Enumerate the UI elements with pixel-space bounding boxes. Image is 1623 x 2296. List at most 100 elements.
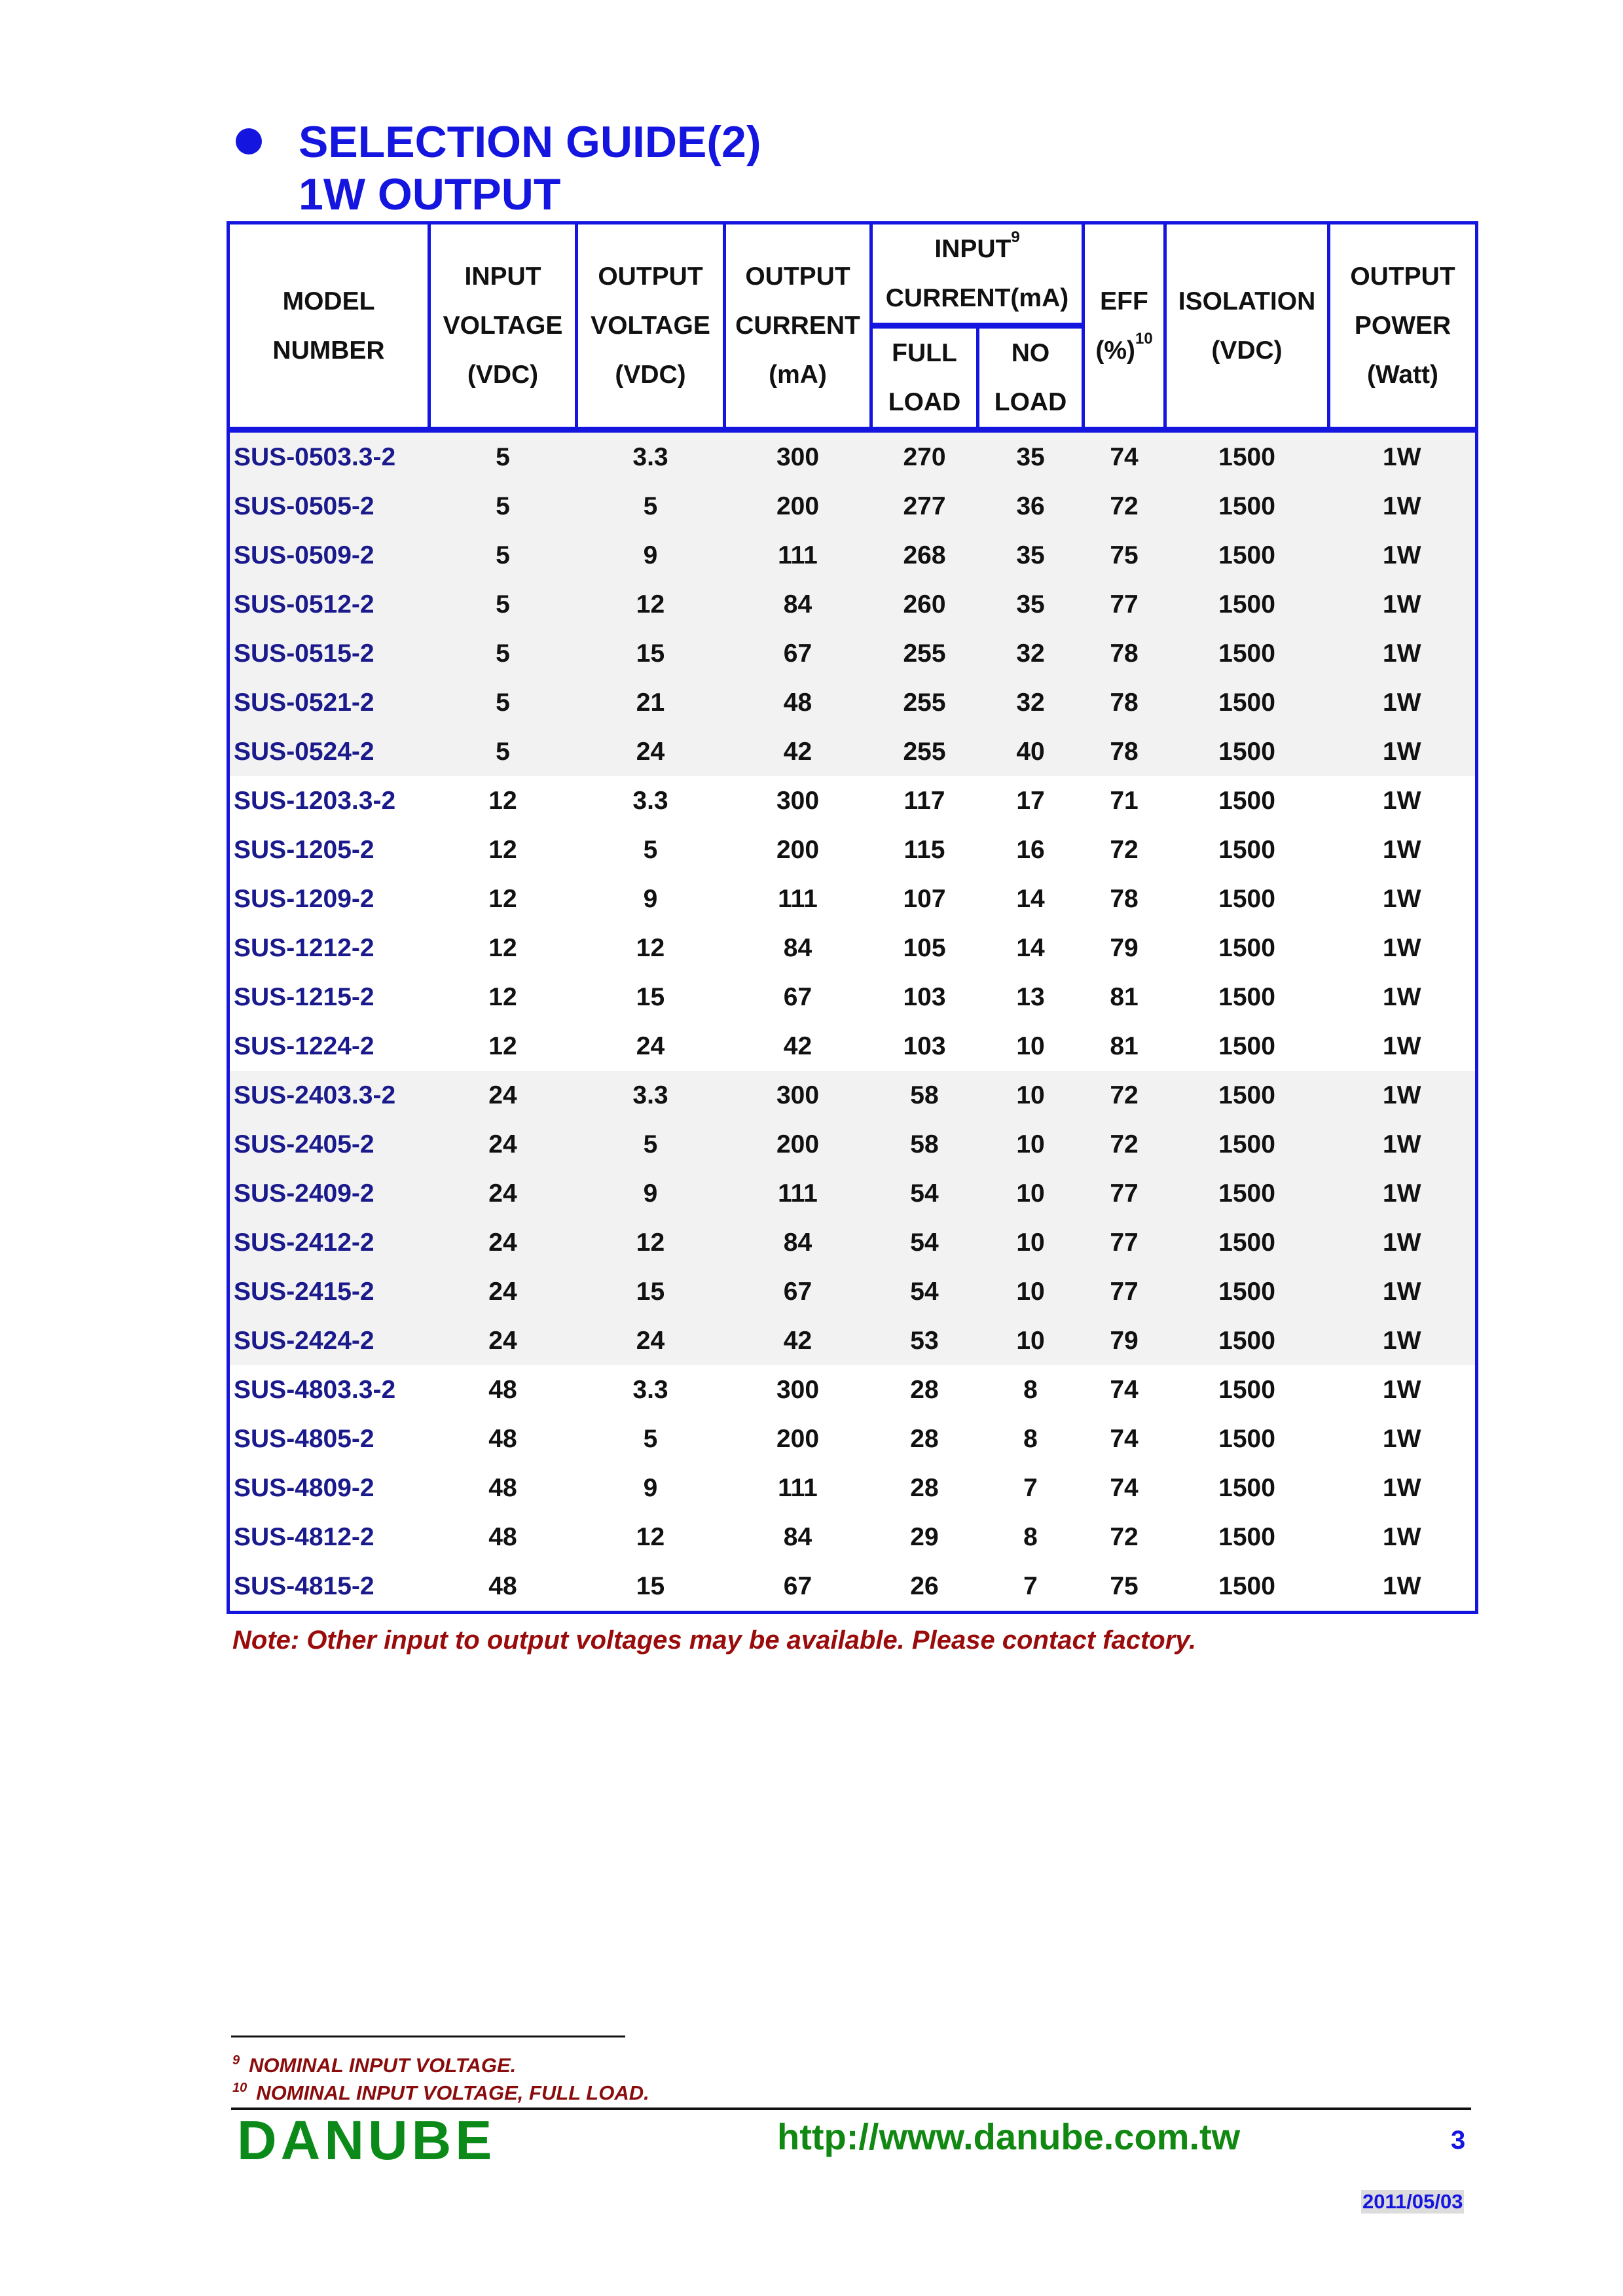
cell-input-current-full-load: 54: [871, 1218, 978, 1267]
table-row: SUS-0505-2 5 5 200 277 36 72 1500 1W: [228, 482, 1477, 531]
cell-output-voltage: 24: [576, 727, 725, 776]
cell-input-voltage: 48: [488, 1474, 517, 1502]
table-row: SUS-2415-2 24 15 67 54 10 77 1500 1W: [228, 1267, 1477, 1316]
cell-isolation: 1500: [1165, 429, 1329, 482]
cell-output-voltage: 12: [576, 1218, 725, 1267]
cell-model-number: SUS-1209-2: [234, 885, 374, 913]
cell-input-voltage: 12: [488, 836, 517, 864]
cell-output-voltage: 15: [636, 1572, 665, 1600]
table-row: SUS-4805-2 48 5 200 28 8 74 1500 1W: [228, 1414, 1477, 1463]
cell-input-voltage: 12: [488, 934, 517, 962]
cell-output-current: 67: [724, 1267, 871, 1316]
danube-logo: DANUBE: [237, 2109, 496, 2171]
table-row: SUS-0524-2 5 24 42 255 40 78 1500 1W: [228, 727, 1477, 776]
cell-isolation: 1500: [1218, 934, 1275, 962]
availability-note: Note: Other input to output voltages may…: [232, 1626, 1197, 1655]
cell-input-current-full-load: 105: [903, 934, 946, 962]
table-row: SUS-4815-2 48 15 67 26 7 75 1500 1W: [228, 1562, 1477, 1613]
cell-output-power: 1W: [1328, 482, 1477, 531]
cell-model-number: SUS-0503.3-2: [228, 429, 429, 482]
section-title: SELECTION GUIDE(2): [299, 117, 761, 167]
cell-output-voltage: 15: [636, 983, 665, 1011]
cell-efficiency: 78: [1083, 727, 1165, 776]
header-isolation: ISOLATION (VDC): [1163, 221, 1331, 431]
cell-isolation: 1500: [1165, 1218, 1329, 1267]
cell-input-current-full-load: 107: [903, 885, 946, 913]
cell-efficiency: 75: [1083, 531, 1165, 580]
cell-output-current: 84: [783, 1523, 812, 1551]
cell-isolation: 1500: [1218, 1474, 1275, 1502]
cell-model-number: SUS-4805-2: [234, 1425, 374, 1453]
header-input-current: INPUT9 CURRENT(mA): [869, 221, 1085, 329]
cell-efficiency: 81: [1110, 983, 1139, 1011]
cell-input-current-full-load: 28: [910, 1425, 939, 1453]
cell-output-current: 42: [724, 727, 871, 776]
cell-output-current: 300: [724, 1071, 871, 1120]
cell-input-current-no-load: 10: [977, 1267, 1084, 1316]
cell-input-current-full-load: 260: [871, 580, 978, 629]
table-row: SUS-1224-2 12 24 42 103 10 81 1500 1W: [228, 1022, 1477, 1071]
cell-output-current: 111: [778, 885, 818, 913]
cell-efficiency: 79: [1083, 1316, 1165, 1365]
cell-output-voltage: 3.3: [632, 1376, 668, 1404]
cell-output-current: 200: [724, 1120, 871, 1169]
table-row: SUS-0512-2 5 12 84 260 35 77 1500 1W: [228, 580, 1477, 629]
website-link[interactable]: http://www.danube.com.tw: [777, 2116, 1241, 2157]
table-row: SUS-1215-2 12 15 67 103 13 81 1500 1W: [228, 973, 1477, 1022]
cell-output-current: 300: [776, 1376, 820, 1404]
table-row: SUS-4803.3-2 48 3.3 300 28 8 74 1500 1W: [228, 1365, 1477, 1414]
cell-efficiency: 74: [1110, 1425, 1139, 1453]
cell-model-number: SUS-4809-2: [234, 1474, 374, 1502]
cell-model-number: SUS-0509-2: [228, 531, 429, 580]
cell-input-current-full-load: 29: [910, 1523, 939, 1551]
cell-input-current-full-load: 255: [871, 727, 978, 776]
cell-input-current-full-load: 115: [903, 836, 945, 864]
cell-efficiency: 72: [1110, 836, 1139, 864]
cell-input-current-full-load: 277: [871, 482, 978, 531]
cell-model-number: SUS-2424-2: [228, 1316, 429, 1365]
cell-input-current-full-load: 58: [871, 1071, 978, 1120]
cell-input-voltage: 24: [429, 1169, 577, 1218]
cell-output-power: 1W: [1328, 727, 1477, 776]
table-row: SUS-1212-2 12 12 84 105 14 79 1500 1W: [228, 924, 1477, 973]
cell-input-current-no-load: 35: [977, 531, 1084, 580]
cell-model-number: SUS-2412-2: [228, 1218, 429, 1267]
cell-input-current-full-load: 270: [871, 429, 978, 482]
cell-output-voltage: 9: [576, 531, 725, 580]
cell-isolation: 1500: [1165, 1169, 1329, 1218]
cell-efficiency: 77: [1083, 1218, 1165, 1267]
section-subtitle: 1W OUTPUT: [299, 170, 561, 219]
header-output-power: OUTPUT POWER (Watt): [1327, 221, 1479, 431]
cell-output-power: 1W: [1328, 1071, 1477, 1120]
cell-output-voltage: 15: [576, 629, 725, 678]
cell-input-voltage: 5: [429, 678, 577, 727]
table-row: SUS-2403.3-2 24 3.3 300 58 10 72 1500 1W: [228, 1071, 1477, 1120]
cell-output-current: 84: [724, 1218, 871, 1267]
cell-input-voltage: 12: [488, 787, 517, 815]
cell-isolation: 1500: [1165, 629, 1329, 678]
cell-output-current: 200: [724, 482, 871, 531]
cell-isolation: 1500: [1165, 1071, 1329, 1120]
cell-input-current-no-load: 10: [977, 1218, 1084, 1267]
cell-output-power: 1W: [1383, 1523, 1421, 1551]
cell-efficiency: 74: [1110, 1376, 1139, 1404]
cell-output-voltage: 3.3: [632, 787, 668, 815]
cell-output-power: 1W: [1383, 1572, 1421, 1600]
cell-output-current: 111: [778, 1474, 818, 1502]
cell-input-voltage: 48: [488, 1425, 517, 1453]
table-row: SUS-0515-2 5 15 67 255 32 78 1500 1W: [228, 629, 1477, 678]
cell-input-current-no-load: 7: [1023, 1572, 1038, 1600]
cell-output-power: 1W: [1383, 885, 1421, 913]
cell-output-power: 1W: [1328, 678, 1477, 727]
cell-input-current-no-load: 35: [977, 580, 1084, 629]
cell-input-voltage: 24: [429, 1316, 577, 1365]
cell-output-current: 48: [724, 678, 871, 727]
cell-model-number: SUS-0524-2: [228, 727, 429, 776]
cell-input-current-no-load: 32: [977, 629, 1084, 678]
cell-input-current-no-load: 32: [977, 678, 1084, 727]
cell-output-current: 84: [783, 934, 812, 962]
cell-isolation: 1500: [1218, 787, 1275, 815]
cell-input-current-full-load: 28: [910, 1474, 939, 1502]
cell-output-voltage: 9: [576, 1169, 725, 1218]
header-output-voltage: OUTPUT VOLTAGE (VDC): [575, 221, 726, 431]
